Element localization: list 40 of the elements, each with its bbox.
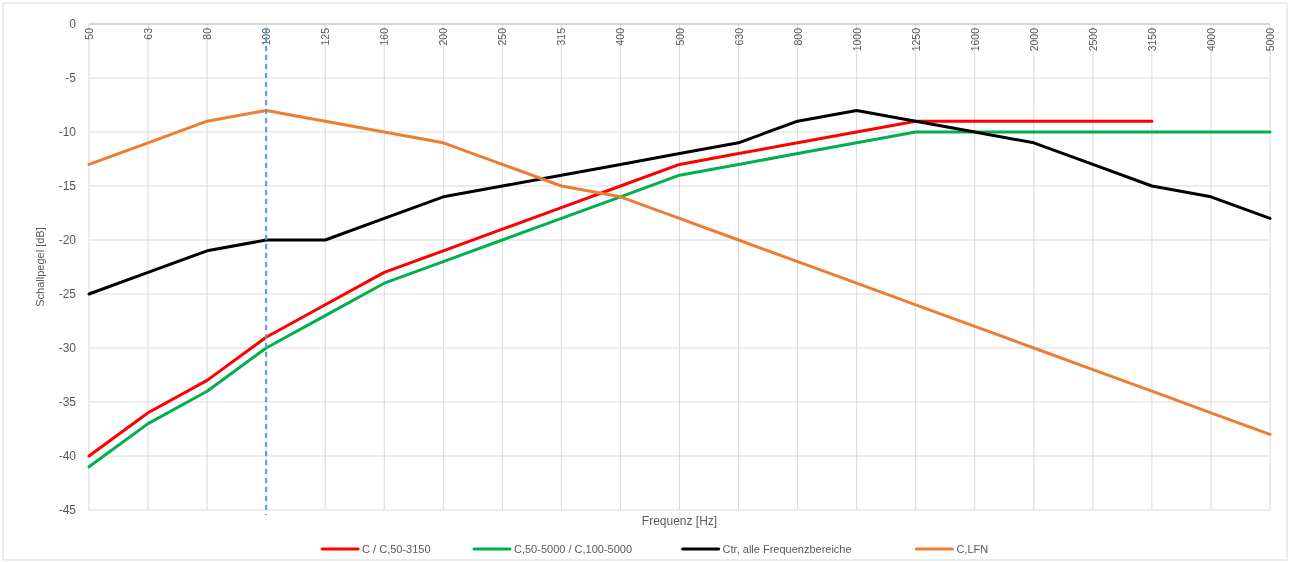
y-axis-title: Schallpegel [dB] bbox=[34, 227, 46, 307]
legend-label: C / C,50-3150 bbox=[362, 543, 431, 555]
x-tick-label: 1250 bbox=[909, 27, 922, 52]
x-tick-label: 200 bbox=[437, 27, 450, 46]
x-tick-label: 800 bbox=[791, 27, 804, 46]
x-tick-label: 2000 bbox=[1027, 27, 1040, 52]
x-tick-label: 1600 bbox=[968, 27, 981, 52]
x-tick-label: 1000 bbox=[850, 27, 863, 52]
x-tick-label: 63 bbox=[142, 27, 155, 40]
y-tick-label: -40 bbox=[58, 449, 77, 463]
line-series bbox=[87, 108, 1272, 296]
x-tick-label: 80 bbox=[201, 27, 214, 40]
x-tick-label: 500 bbox=[673, 27, 686, 46]
y-tick-label: -45 bbox=[58, 503, 77, 517]
y-tick-label: -30 bbox=[58, 341, 77, 355]
x-axis-title: Frequenz [Hz] bbox=[641, 514, 718, 528]
x-tick-label: 50 bbox=[83, 27, 95, 40]
x-tick-label: 400 bbox=[614, 27, 627, 46]
legend-label: C,LFN bbox=[956, 543, 989, 555]
x-tick-label: 5000 bbox=[1264, 27, 1276, 52]
x-tick-label: 630 bbox=[732, 27, 745, 46]
legend-label: Ctr, alle Frequenzbereiche bbox=[722, 543, 852, 555]
y-tick-label: -20 bbox=[58, 233, 77, 247]
y-tick-label: -10 bbox=[58, 125, 77, 139]
y-tick-label: -15 bbox=[58, 179, 77, 193]
x-tick-label: 2500 bbox=[1086, 27, 1099, 52]
y-tick-label: 0 bbox=[69, 17, 77, 31]
line-series bbox=[87, 130, 1272, 469]
x-tick-label: 125 bbox=[319, 27, 332, 46]
x-tick-label: 315 bbox=[555, 27, 568, 46]
line-series bbox=[87, 108, 1272, 436]
legend-label: C,50-5000 / C,100-5000 bbox=[514, 543, 633, 555]
y-tick-label: -25 bbox=[58, 287, 77, 301]
x-tick-label: 250 bbox=[496, 27, 509, 46]
y-tick-label: -35 bbox=[58, 395, 77, 409]
x-tick-label: 160 bbox=[378, 27, 391, 46]
x-tick-label: 3150 bbox=[1145, 27, 1158, 52]
line-series bbox=[87, 119, 1154, 458]
y-tick-label: -5 bbox=[65, 71, 77, 85]
x-tick-label: 4000 bbox=[1204, 27, 1217, 52]
